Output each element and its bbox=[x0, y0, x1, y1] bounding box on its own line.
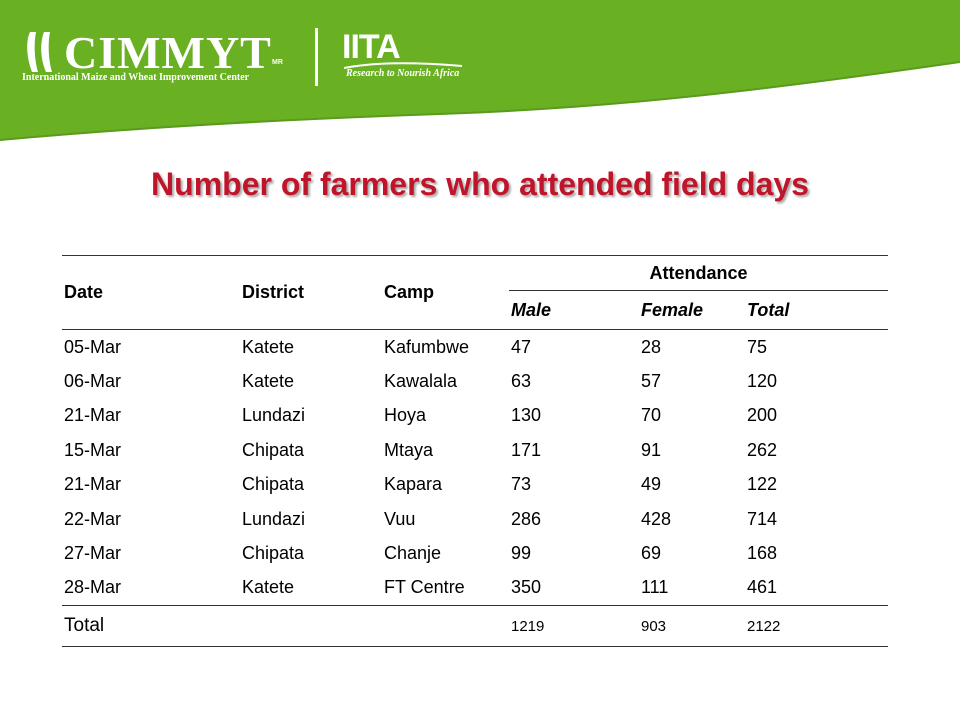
cell-male: 63 bbox=[511, 371, 532, 392]
logo-divider bbox=[315, 28, 318, 86]
header-attendance: Attendance bbox=[509, 255, 888, 291]
header-banner bbox=[0, 0, 960, 141]
cell-total: 75 bbox=[747, 336, 768, 357]
cell-female: 57 bbox=[641, 371, 662, 392]
total-empty-cell bbox=[240, 605, 382, 648]
cimmyt-trademark: MR bbox=[272, 59, 283, 66]
total-male: 1219 bbox=[509, 605, 639, 648]
cimmyt-wordmark: CIMMYT bbox=[64, 27, 272, 78]
iita-wordmark: IITA bbox=[342, 28, 401, 66]
header-camp: Camp bbox=[382, 255, 509, 330]
header-district: District bbox=[240, 255, 382, 330]
table-row: 28-Mar Katete FT Centre 350 111 461 bbox=[62, 571, 888, 606]
cell-total: 168 bbox=[747, 543, 778, 564]
cell-male: 286 bbox=[511, 508, 542, 529]
cell-camp: Chanje bbox=[384, 543, 442, 564]
cell-male: 171 bbox=[511, 439, 542, 460]
cell-male: 130 bbox=[511, 405, 542, 426]
cell-total: 714 bbox=[747, 508, 778, 529]
header-male: Male bbox=[509, 290, 639, 330]
cell-male: 47 bbox=[511, 336, 532, 357]
cell-total: 262 bbox=[747, 439, 778, 460]
cell-female: 428 bbox=[641, 508, 672, 529]
table-row: 27-Mar Chipata Chanje 99 69 168 bbox=[62, 536, 888, 570]
table-row: 21-Mar Chipata Kapara 73 49 122 bbox=[62, 468, 888, 502]
cell-male: 73 bbox=[511, 474, 532, 495]
cell-female: 49 bbox=[641, 474, 662, 495]
cell-camp: Mtaya bbox=[384, 439, 434, 460]
header-total: Total bbox=[745, 290, 888, 330]
cell-date: 21-Mar bbox=[64, 405, 122, 426]
cell-date: 15-Mar bbox=[64, 439, 122, 460]
cell-date: 28-Mar bbox=[64, 577, 122, 598]
iita-logo: IITA Research to Nourish Africa bbox=[340, 28, 470, 88]
total-empty-cell bbox=[382, 605, 509, 648]
cell-total: 122 bbox=[747, 474, 778, 495]
total-total: 2122 bbox=[745, 605, 888, 648]
cell-female: 111 bbox=[641, 577, 669, 598]
cell-district: Chipata bbox=[242, 543, 305, 564]
table-row: 06-Mar Katete Kawalala 63 57 120 bbox=[62, 364, 888, 398]
page-title: Number of farmers who attended field day… bbox=[151, 166, 809, 202]
cell-total: 461 bbox=[747, 577, 778, 598]
cimmyt-tagline: International Maize and Wheat Improvemen… bbox=[22, 72, 250, 83]
table-row: 21-Mar Lundazi Hoya 130 70 200 bbox=[62, 399, 888, 433]
attendance-table: Date District Camp Attendance Male Femal… bbox=[62, 255, 888, 648]
total-female: 903 bbox=[639, 605, 745, 648]
cell-district: Chipata bbox=[242, 474, 305, 495]
header-date: Date bbox=[62, 255, 240, 330]
cell-female: 28 bbox=[641, 336, 662, 357]
cell-female: 70 bbox=[641, 405, 662, 426]
cell-district: Katete bbox=[242, 336, 295, 357]
cell-district: Katete bbox=[242, 371, 295, 392]
cell-camp: Hoya bbox=[384, 405, 427, 426]
table-body: 05-Mar Katete Kafumbwe 47 28 75 06-Mar Katete Ka… bbox=[62, 330, 888, 606]
cell-district: Katete bbox=[242, 577, 295, 598]
iita-tagline: Research to Nourish Africa bbox=[346, 68, 460, 79]
header-female: Female bbox=[639, 290, 745, 330]
cell-total: 120 bbox=[747, 371, 778, 392]
table-row: 22-Mar Lundazi Vuu 286 428 714 bbox=[62, 502, 888, 536]
wheat-stalk-icon bbox=[27, 32, 52, 72]
cell-camp: FT Centre bbox=[384, 577, 465, 598]
table-row: 15-Mar Chipata Mtaya 171 91 262 bbox=[62, 433, 888, 467]
total-label: Total bbox=[62, 605, 240, 648]
cell-district: Lundazi bbox=[242, 405, 306, 426]
cell-female: 69 bbox=[641, 543, 662, 564]
cell-camp: Kawalala bbox=[384, 371, 458, 392]
cell-date: 22-Mar bbox=[64, 508, 122, 529]
cell-male: 99 bbox=[511, 543, 532, 564]
cell-district: Lundazi bbox=[242, 508, 306, 529]
iita-swoosh-icon bbox=[344, 62, 463, 69]
cell-district: Chipata bbox=[242, 439, 305, 460]
cell-total: 200 bbox=[747, 405, 778, 426]
cell-date: 05-Mar bbox=[64, 336, 122, 357]
cell-camp: Vuu bbox=[384, 508, 416, 529]
cell-date: 06-Mar bbox=[64, 371, 122, 392]
cell-date: 27-Mar bbox=[64, 543, 122, 564]
cell-female: 91 bbox=[641, 439, 662, 460]
cimmyt-logo: CIMMYT MR International Maize and Wheat … bbox=[22, 28, 292, 88]
cell-date: 21-Mar bbox=[64, 474, 122, 495]
total-row: Total 1219 903 2122 bbox=[62, 605, 888, 648]
cell-male: 350 bbox=[511, 577, 542, 598]
cell-camp: Kapara bbox=[384, 474, 443, 495]
table-row: 05-Mar Katete Kafumbwe 47 28 75 bbox=[62, 330, 888, 365]
cell-camp: Kafumbwe bbox=[384, 336, 470, 357]
